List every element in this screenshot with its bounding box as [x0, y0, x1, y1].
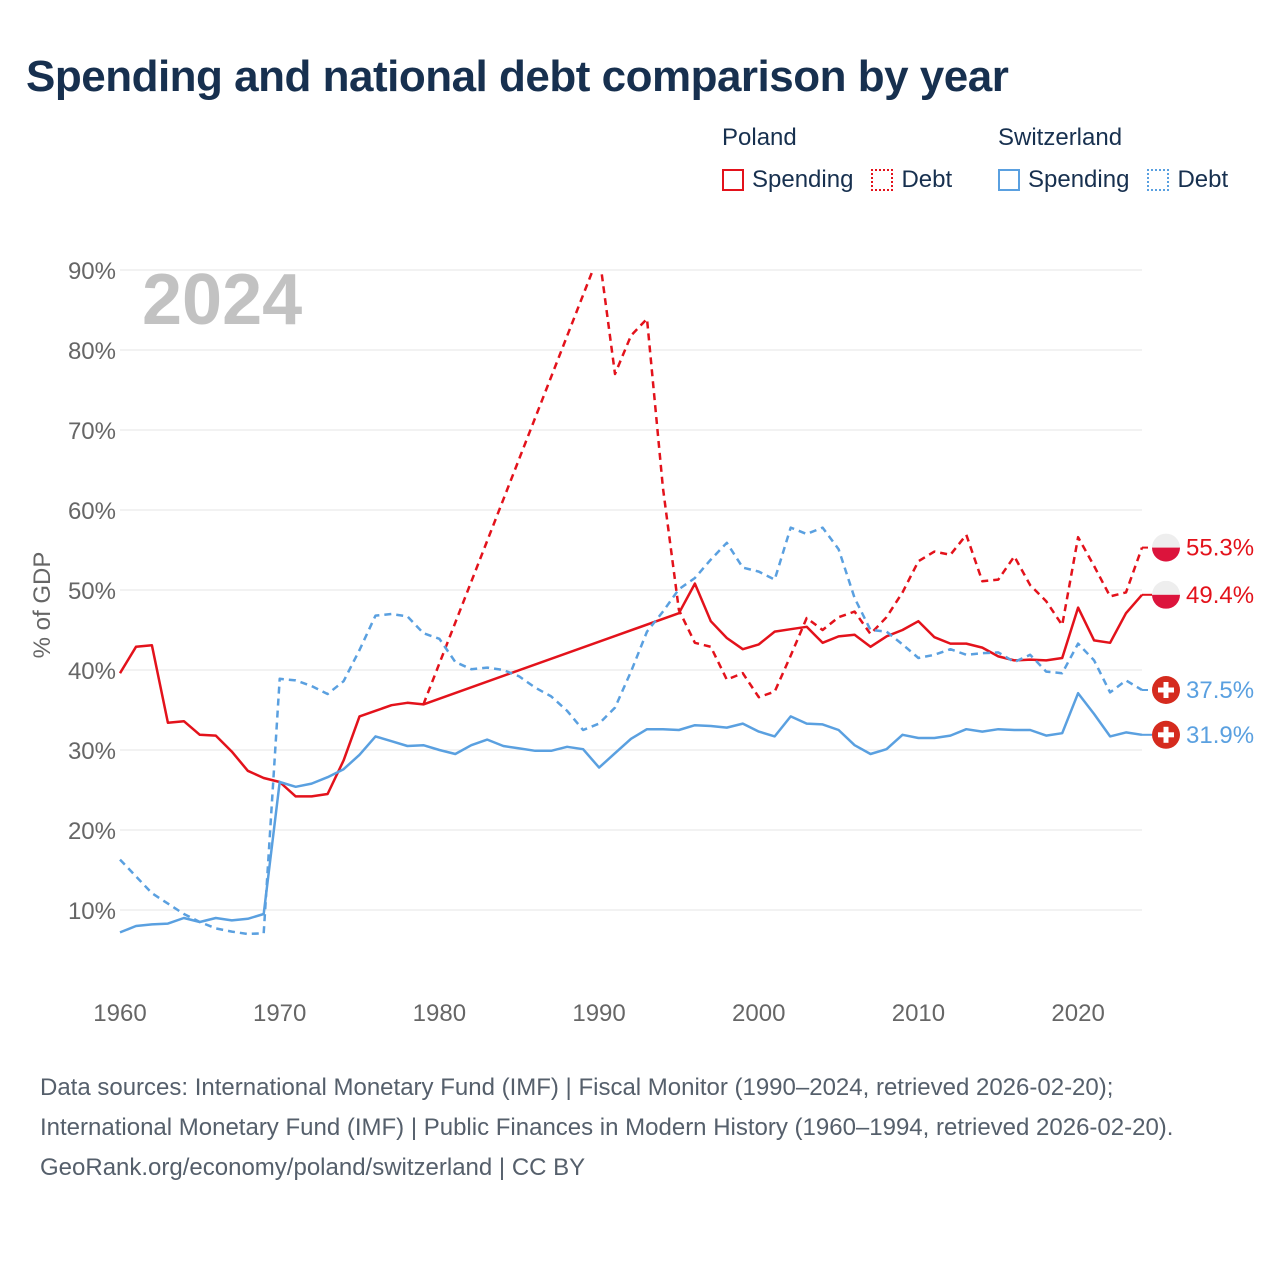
switzerland-flag-icon [1152, 676, 1180, 704]
series-line-poland-debt[interactable] [422, 254, 1144, 705]
chart-title: Spending and national debt comparison by… [26, 52, 1009, 101]
x-tick-label: 2020 [1051, 1000, 1104, 1027]
y-tick-label: 10% [68, 898, 116, 925]
end-value-label: 49.4% [1186, 582, 1254, 609]
line-chart: 10% 20% 30% 40% 50% 60% 70% 80% 90% 1960 1970 1980 1… [29, 254, 1254, 1027]
y-tick-label: 40% [68, 658, 116, 685]
legend-swatch-dotted [1147, 169, 1170, 191]
legend-label: Debt [1177, 166, 1229, 193]
end-value-label: 37.5% [1186, 677, 1254, 704]
legend-item-poland-debt[interactable]: Debt [871, 166, 952, 194]
series-line-switzerland-spending[interactable] [119, 691, 1143, 934]
legend-label: Debt [901, 166, 953, 193]
y-tick-label: 50% [68, 578, 116, 605]
legend-swatch-solid [722, 169, 744, 191]
x-tick-label: 1960 [93, 1000, 146, 1027]
footer: Data sources: International Monetary Fun… [40, 1068, 1240, 1188]
data-sources: Data sources: International Monetary Fun… [40, 1074, 1174, 1141]
legend-item-poland-spending[interactable]: Spending [722, 166, 853, 194]
y-tick-label: 80% [68, 338, 116, 365]
y-axis-title: % of GDP [29, 552, 56, 659]
poland-flag-icon [1152, 533, 1180, 562]
legend-swatch-solid [998, 169, 1020, 191]
y-tick-label: 30% [68, 738, 116, 765]
end-value-label: 31.9% [1186, 722, 1254, 749]
x-tick-label: 1970 [253, 1000, 306, 1027]
legend-swatch-dotted [871, 169, 894, 191]
legend-label: Spending [1028, 166, 1130, 193]
x-tick-label: 1990 [572, 1000, 625, 1027]
y-tick-label: 20% [68, 818, 116, 845]
poland-flag-icon [1152, 580, 1180, 609]
y-tick-label: 60% [68, 498, 116, 525]
y-tick-label: 70% [68, 418, 116, 445]
year-watermark: 2024 [142, 260, 302, 340]
x-tick-label: 1980 [413, 1000, 466, 1027]
y-tick-label: 90% [68, 258, 116, 285]
legend-item-switzerland-spending[interactable]: Spending [998, 166, 1129, 194]
legend-group-switzerland: Switzerland Spending Debt [998, 124, 1246, 194]
legend-group-title: Poland [722, 124, 797, 151]
end-value-label: 55.3% [1186, 535, 1254, 562]
credit-link[interactable]: GeoRank.org/economy/poland/switzerland |… [40, 1154, 586, 1181]
legend-label: Spending [752, 166, 854, 193]
legend-group-title: Switzerland [998, 124, 1123, 151]
legend-group-poland: Poland Spending Debt [722, 124, 970, 194]
x-tick-label: 2010 [892, 1000, 945, 1027]
switzerland-flag-icon [1152, 720, 1180, 749]
x-tick-label: 2000 [732, 1000, 785, 1027]
series-line-switzerland-debt[interactable] [119, 526, 1143, 936]
legend-item-switzerland-debt[interactable]: Debt [1147, 166, 1228, 194]
